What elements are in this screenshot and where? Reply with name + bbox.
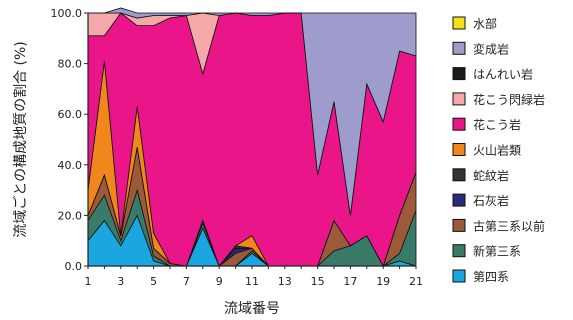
y-axis-title: 流域ごとの構成地質の割合 (%)	[12, 41, 29, 238]
legend-swatch	[452, 117, 466, 131]
legend-item: 石灰岩	[452, 193, 509, 208]
y-tick-label: 20.0	[58, 209, 83, 222]
legend-swatch	[452, 244, 466, 258]
legend-label: 水部	[473, 16, 497, 31]
legend-swatch	[452, 92, 466, 106]
legend-swatch	[452, 168, 466, 182]
x-tick-label: 7	[183, 275, 190, 288]
x-tick-label: 19	[376, 275, 390, 288]
x-tick-label: 15	[311, 275, 325, 288]
legend-swatch	[452, 67, 466, 81]
legend-item: 火山岩類	[452, 143, 521, 158]
legend-swatch	[452, 16, 466, 30]
legend-label: 石灰岩	[473, 193, 509, 208]
x-tick-label: 3	[117, 275, 124, 288]
x-axis-title: 流域番号	[224, 301, 280, 317]
area-series-9	[88, 7, 417, 216]
y-tick-label: 60.0	[58, 108, 83, 121]
legend-label: 第四系	[473, 270, 509, 284]
legend-item: 古第三系以前	[452, 218, 545, 233]
legend-swatch	[452, 218, 466, 232]
legend-item: 第四系	[452, 269, 509, 284]
x-tick-label: 5	[150, 275, 157, 288]
y-tick-label: 80.0	[58, 58, 83, 71]
y-tick-label: 100.0	[51, 7, 83, 20]
x-tick-label: 11	[245, 275, 259, 288]
y-tick-label: 0.0	[65, 260, 83, 273]
legend-item: 花こう岩	[452, 117, 521, 132]
x-tick-labels: 1 3 5 7 9 11 13 15 17 19 21	[85, 266, 423, 288]
x-tick-label: 1	[85, 275, 92, 288]
y-tick-labels: 0.0 20.0 40.0 60.0 80.0 100.0	[51, 7, 88, 273]
legend-label: 花こう岩	[473, 117, 521, 132]
legend-label: 蛇紋岩	[473, 168, 509, 183]
x-tick-label: 13	[278, 275, 292, 288]
y-tick-label: 40.0	[58, 159, 83, 172]
legend: 水部変成岩はんれい岩花こう閃緑岩花こう岩火山岩類蛇紋岩石灰岩古第三系以前新第三系…	[452, 16, 545, 284]
legend-label: 花こう閃緑岩	[473, 92, 545, 107]
legend-label: 新第三系	[473, 244, 521, 259]
legend-swatch	[452, 41, 466, 55]
legend-item: 変成岩	[452, 41, 509, 56]
legend-swatch	[452, 143, 466, 156]
legend-label: はんれい岩	[473, 67, 533, 82]
x-tick-label: 17	[343, 275, 357, 288]
x-tick-label: 9	[216, 275, 223, 288]
legend-swatch	[452, 193, 466, 207]
x-tick-label: 21	[409, 275, 423, 288]
legend-label: 古第三系以前	[473, 218, 545, 233]
legend-item: はんれい岩	[452, 67, 533, 82]
legend-item: 新第三系	[452, 244, 521, 259]
legend-item: 蛇紋岩	[452, 168, 509, 183]
legend-item: 花こう閃緑岩	[452, 92, 545, 107]
legend-swatch	[452, 269, 466, 283]
legend-item: 水部	[452, 16, 497, 31]
legend-label: 火山岩類	[473, 143, 521, 158]
legend-label: 変成岩	[473, 41, 509, 56]
area-layers	[87, 7, 417, 268]
